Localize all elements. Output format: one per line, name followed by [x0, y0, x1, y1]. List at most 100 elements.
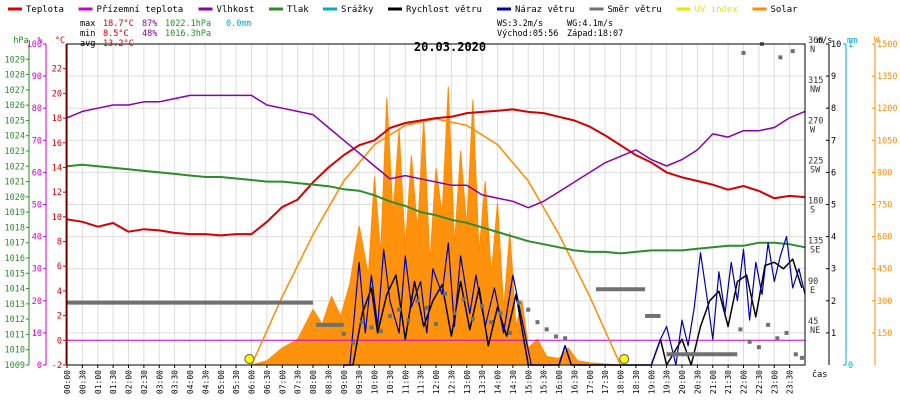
x-axis-tick-label: 07:00 [278, 370, 287, 394]
wind-direction-point [461, 297, 466, 302]
stats-value: 48% [142, 29, 157, 39]
stats-value: 8.5°C [103, 29, 129, 39]
wind-direction-point [415, 298, 420, 303]
x-axis-tick-label: 08:00 [309, 370, 318, 394]
stats-wg: WG:4.1m/s [567, 19, 613, 29]
wind-speed-tick-label: 8 [831, 104, 836, 114]
wind-direction-point [350, 340, 355, 345]
humidity-axis-tick-label: 10 [32, 329, 42, 339]
solar-tick-label: 600 [877, 233, 892, 243]
legend-label: Vlhkost [217, 5, 255, 15]
wind-direction-point [470, 316, 475, 321]
wind-direction-point [369, 325, 374, 330]
pressure-axis-tick-label: 1011 [5, 330, 25, 340]
wind-speed-tick-label: 2 [831, 297, 836, 307]
wind-direction-point [387, 313, 392, 318]
x-axis-tick-label: 03:30 [171, 370, 180, 394]
x-axis-tick-label: 04:30 [201, 370, 210, 394]
wind-direction-point [535, 320, 540, 325]
series-temperature-line [66, 108, 806, 237]
x-axis-tick-label: 20:00 [678, 370, 687, 394]
wind-direction-tick-label: 360 [808, 36, 823, 46]
wind-direction-tick-dir: NE [810, 326, 820, 336]
wind-direction-point [784, 330, 789, 335]
wind-direction-tick-dir: SE [810, 246, 820, 256]
legend-label: UV index [695, 5, 739, 15]
wind-direction-point [443, 291, 448, 296]
humidity-axis-tick-label: 40 [32, 233, 42, 243]
wind-direction-tick-dir: N [810, 45, 815, 55]
stats-value: 1022.1hPa [165, 19, 211, 29]
wind-direction-tick-dir: W [810, 125, 816, 135]
wind-direction-point [766, 322, 771, 327]
wind-speed-unit: m/s [817, 36, 832, 46]
x-axis-tick-label: 15:30 [540, 370, 549, 394]
x-axis-tick-label: 05:30 [232, 370, 241, 394]
x-axis-tick-label: 12:30 [447, 370, 456, 394]
rain-tick-label: 1 [848, 40, 853, 50]
wind-direction-point [397, 307, 402, 312]
chart-title: 20.03.2020 [414, 40, 486, 54]
humidity-axis-tick-label: 30 [32, 265, 42, 275]
humidity-axis-tick-label: 90 [32, 72, 42, 82]
wind-direction-tick-dir: S [810, 206, 815, 216]
x-axis-tick-label: 09:00 [340, 370, 349, 394]
wind-direction-point [480, 304, 485, 309]
wind-direction-point [756, 345, 761, 350]
series-humidity-line [66, 94, 806, 209]
wind-direction-tick-dir: NW [810, 85, 821, 95]
wind-direction-point [378, 329, 383, 334]
wind-speed-tick-label: 3 [831, 265, 836, 275]
solar-unit: W [874, 36, 880, 46]
x-axis-tick-label: 17:00 [586, 370, 595, 394]
x-axis-tick-label: 16:30 [570, 370, 579, 394]
pressure-axis-tick-label: 1026 [5, 101, 25, 111]
humidity-axis-tick-label: 60 [32, 168, 42, 178]
solar-tick-label: 1350 [877, 72, 897, 82]
wind-speed-tick-label: 7 [831, 136, 836, 146]
sun-marker [244, 354, 255, 364]
rain-tick-label: 0 [848, 361, 853, 371]
temperature-axis-tick-label: 10 [52, 213, 62, 223]
legend-label: Teplota [26, 5, 64, 15]
humidity-axis-tick-label: 50 [32, 201, 42, 211]
wind-direction-point [778, 55, 783, 60]
stats-value: min [80, 29, 95, 39]
pressure-axis-tick-label: 1024 [5, 132, 25, 142]
stats-value: 87% [142, 19, 157, 29]
x-axis-tick-label: 14:00 [494, 370, 503, 394]
pressure-axis-tick-label: 1027 [5, 86, 25, 96]
pressure-axis-tick-label: 1018 [5, 223, 25, 233]
stats-sunrise: Východ:05:56 [497, 29, 558, 39]
pressure-axis-tick-label: 1025 [5, 116, 25, 126]
x-axis-tick-label: 06:00 [248, 370, 257, 394]
legend-label: Náraz větru [515, 5, 575, 15]
temperature-axis-tick-label: 12 [52, 188, 62, 198]
pressure-axis-unit: hPa [13, 36, 28, 46]
wind-direction-point [360, 320, 365, 325]
wind-direction-point [747, 339, 752, 344]
temperature-axis-tick-label: 6 [57, 262, 62, 272]
temperature-axis-tick-label: 2 [57, 312, 62, 322]
x-axis-tick-label: 12:00 [432, 370, 441, 394]
x-axis-label: čas [812, 369, 827, 380]
humidity-axis-tick-label: 100 [27, 40, 42, 50]
temperature-axis-tick-label: -2 [52, 361, 62, 371]
wind-direction-tick-dir: E [810, 286, 815, 296]
x-axis-tick-label: 22:30 [755, 370, 764, 394]
sun-marker [619, 354, 630, 364]
wind-direction-tick-label: 180 [808, 197, 823, 207]
solar-tick-label: 1200 [877, 104, 897, 114]
x-axis-tick-label: 05:00 [217, 370, 226, 394]
humidity-axis-unit: % [37, 36, 42, 46]
stats-value: 0.0mm [226, 19, 252, 29]
wind-speed-tick-label: 10 [831, 40, 841, 50]
wind-direction-point [424, 305, 429, 310]
wind-direction-point [775, 336, 780, 341]
x-axis-tick-label: 18:30 [632, 370, 641, 394]
wind-direction-point [489, 320, 494, 325]
x-axis-tick-label: 01:00 [94, 370, 103, 394]
pressure-axis-tick-label: 1029 [5, 55, 25, 65]
pressure-axis-tick-label: 1010 [5, 346, 25, 356]
